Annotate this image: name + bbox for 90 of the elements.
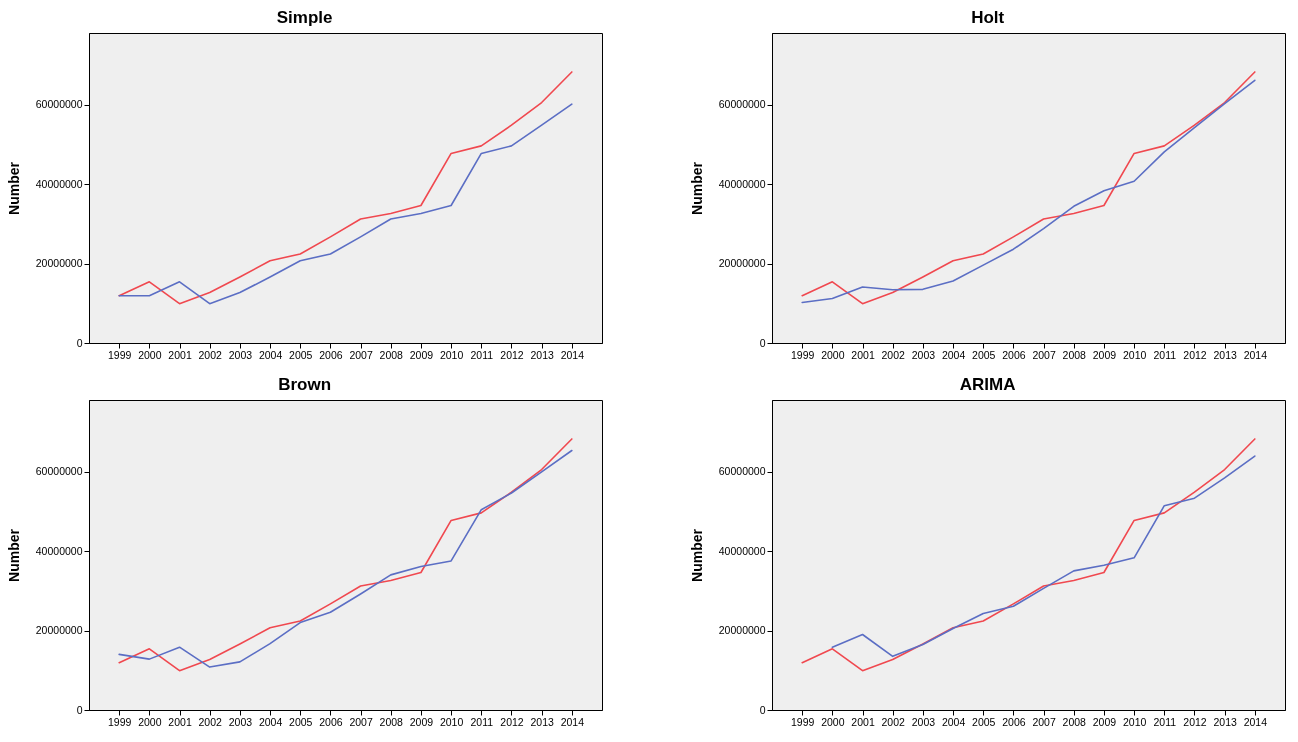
x-tick-label: 2011 [470, 715, 494, 728]
x-tick-label: 2002 [198, 715, 223, 728]
x-tick-label: 2009 [409, 715, 434, 728]
x-tick-label: 2000 [138, 715, 162, 728]
y-tick-label: 20000000 [35, 624, 83, 637]
y-axis-title: Number [5, 528, 22, 582]
y-tick-label: 0 [76, 336, 83, 349]
line-series [801, 438, 1256, 672]
x-tick-label: 2000 [138, 348, 162, 361]
x-tick-label: 2012 [1183, 348, 1207, 361]
x-tick-label: 2012 [1183, 715, 1207, 728]
chart-title: Holt [971, 8, 1005, 27]
x-tick-label: 2008 [1062, 715, 1087, 728]
x-tick-label: 2014 [1243, 715, 1268, 728]
x-tick-label: 2005 [289, 715, 313, 728]
x-tick-label: 2013 [1213, 715, 1237, 728]
x-tick-label: 2000 [821, 715, 845, 728]
x-tick-label: 2007 [1032, 348, 1056, 361]
y-tick-label: 40000000 [718, 177, 766, 190]
x-tick-label: 2011 [1153, 715, 1177, 728]
x-tick-label: 2007 [349, 715, 373, 728]
y-tick-label: 40000000 [35, 544, 83, 557]
x-tick-label: 2010 [439, 348, 464, 361]
x-tick-label: 2012 [500, 715, 524, 728]
x-tick-label: 2004 [258, 715, 283, 728]
x-tick-label: 2014 [560, 348, 585, 361]
x-tick-label: 2006 [1002, 348, 1026, 361]
x-tick-label: 2005 [972, 715, 996, 728]
x-tick-label: 2002 [881, 715, 906, 728]
y-tick-label: 20000000 [35, 257, 83, 270]
x-tick-label: 2008 [379, 348, 404, 361]
x-tick-label: 2006 [1002, 715, 1026, 728]
x-tick-label: 2004 [941, 715, 966, 728]
x-tick-label: 2013 [1213, 348, 1237, 361]
y-axis-title: Number [5, 161, 22, 215]
y-tick-label: 20000000 [718, 624, 766, 637]
chart-title: ARIMA [959, 375, 1016, 394]
x-tick-label: 2013 [530, 348, 554, 361]
line-series [831, 455, 1256, 658]
y-axis-title: Number [688, 528, 705, 582]
x-tick-label: 2001 [851, 348, 875, 361]
y-tick-label: 20000000 [718, 257, 766, 270]
y-tick-label: 0 [759, 703, 766, 716]
x-tick-label: 2008 [379, 715, 404, 728]
chart-title: Brown [278, 375, 332, 394]
y-tick-label: 60000000 [35, 465, 83, 478]
x-tick-label: 2011 [1153, 348, 1177, 361]
chart-title: Simple [276, 8, 333, 27]
x-tick-label: 2006 [319, 715, 343, 728]
y-tick-label: 40000000 [718, 544, 766, 557]
y-tick-label: 0 [759, 336, 766, 349]
x-tick-label: 2006 [319, 348, 343, 361]
x-tick-label: 2000 [821, 348, 845, 361]
x-tick-label: 1999 [791, 715, 815, 728]
x-tick-label: 2010 [1122, 348, 1147, 361]
x-tick-label: 2010 [1122, 715, 1147, 728]
x-tick-label: 2003 [228, 348, 253, 361]
x-tick-label: 2009 [409, 348, 434, 361]
x-tick-label: 2008 [1062, 348, 1087, 361]
x-tick-label: 2001 [168, 348, 192, 361]
x-tick-label: 2007 [349, 348, 373, 361]
x-tick-label: 2011 [470, 348, 494, 361]
y-tick-label: 40000000 [35, 177, 83, 190]
x-tick-label: 2009 [1092, 715, 1117, 728]
x-tick-label: 2003 [228, 715, 253, 728]
y-tick-label: 0 [76, 703, 83, 716]
x-tick-label: 2014 [1243, 348, 1268, 361]
x-tick-label: 2004 [258, 348, 283, 361]
y-axis-title: Number [688, 161, 705, 215]
x-tick-label: 1999 [108, 348, 132, 361]
x-tick-label: 2009 [1092, 348, 1117, 361]
y-tick-label: 60000000 [718, 98, 766, 111]
x-tick-label: 1999 [108, 715, 132, 728]
x-tick-label: 1999 [791, 348, 815, 361]
x-tick-label: 2014 [560, 715, 585, 728]
x-tick-label: 2002 [198, 348, 223, 361]
x-tick-label: 2002 [881, 348, 906, 361]
x-tick-label: 2003 [911, 348, 936, 361]
y-tick-label: 60000000 [35, 98, 83, 111]
x-tick-label: 2001 [168, 715, 192, 728]
x-tick-label: 2004 [941, 348, 966, 361]
x-tick-label: 2003 [911, 715, 936, 728]
x-tick-label: 2012 [500, 348, 524, 361]
x-tick-label: 2005 [972, 348, 996, 361]
x-tick-label: 2005 [289, 348, 313, 361]
x-tick-label: 2013 [530, 715, 554, 728]
x-tick-label: 2001 [851, 715, 875, 728]
y-tick-label: 60000000 [718, 465, 766, 478]
x-tick-label: 2010 [439, 715, 464, 728]
x-tick-label: 2007 [1032, 715, 1056, 728]
